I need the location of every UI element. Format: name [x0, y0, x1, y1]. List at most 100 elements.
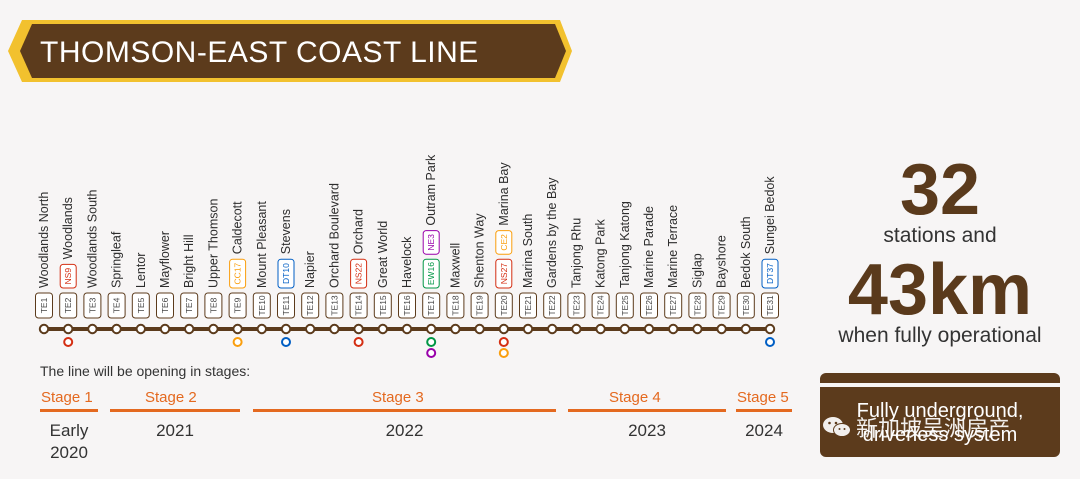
station-te19: TE19 Shenton Way — [470, 213, 489, 319]
station-code-box — [59, 292, 78, 319]
stage-1-label: Stage 1 — [41, 389, 93, 406]
transfer-code-box — [229, 258, 247, 289]
station-name: Woodlands — [61, 197, 75, 259]
station-code: TE11 — [281, 295, 291, 315]
stats-panel: 32 stations and 43km when fully operatio… — [810, 150, 1070, 348]
station-code-box — [180, 292, 199, 319]
station-te16: TE16 Havelock — [398, 236, 416, 319]
station-name: Woodlands North — [37, 192, 51, 288]
transfer-code: CC17 — [233, 262, 243, 284]
station-te2: TE2 NS9 Woodlands — [59, 197, 78, 319]
stages-intro: The line will be opening in stages: — [40, 363, 251, 379]
station-node — [643, 323, 655, 335]
interchange-marker — [232, 337, 243, 347]
station-code-box — [301, 292, 320, 319]
station-code-box — [83, 292, 102, 319]
station-code: TE28 — [692, 295, 702, 316]
station-code: TE6 — [160, 297, 170, 313]
station-name: Havelock — [400, 236, 414, 288]
station-te29: TE29 Bayshore — [712, 235, 731, 319]
underground-note-box: Fully underground, driverless system — [820, 373, 1060, 457]
station-code: TE20 — [499, 295, 509, 316]
station-node — [87, 323, 98, 335]
stage-2-bar — [110, 409, 240, 412]
station-node — [498, 323, 509, 335]
transfer-code-box — [350, 258, 368, 289]
station-code-box — [736, 292, 755, 319]
stage-2-label: Stage 2 — [145, 389, 197, 406]
station-name: Shenton Way — [473, 213, 487, 288]
station-code: TE17 — [426, 295, 436, 316]
station-code-box — [228, 292, 247, 319]
station-te4: TE4 Springleaf — [107, 231, 126, 319]
station-node — [571, 323, 582, 335]
station-code-box — [543, 292, 562, 319]
station-te15: TE15 Great World — [373, 221, 392, 319]
station-te18: TE18 Maxwell — [446, 243, 465, 319]
station-code: TE10 — [257, 295, 267, 316]
station-name: Orchard — [352, 209, 366, 254]
stage-5-bar — [736, 409, 792, 412]
stage-3-year: 2022 — [385, 421, 424, 440]
station-code-box — [422, 292, 441, 319]
line-length-label: when fully operational — [838, 324, 1042, 347]
station-node — [547, 323, 558, 335]
station-code: TE15 — [378, 295, 388, 316]
station-te3: TE3 Woodlands South — [83, 190, 102, 319]
transfer-code: NS22 — [354, 263, 364, 285]
station-code: TE4 — [112, 297, 122, 313]
station-node — [353, 323, 364, 335]
station-nodes — [38, 323, 776, 358]
station-node — [184, 323, 195, 335]
transfer-code-box — [422, 258, 440, 289]
station-code-box — [35, 292, 53, 319]
station-node — [668, 323, 679, 335]
station-node — [232, 323, 243, 335]
station-node — [619, 323, 630, 335]
station-code-box — [373, 292, 392, 319]
station-name: Sungei Bedok — [763, 176, 777, 255]
stage-2-year: 2021 — [156, 421, 194, 440]
station-node — [111, 323, 122, 335]
station-name: Bright Hill — [182, 235, 196, 289]
transfer-code: EW16 — [426, 262, 436, 285]
station-code-box — [567, 292, 586, 319]
station-te20: TE20 NS27 CE2 Marina Bay — [494, 162, 513, 319]
station-code-box — [761, 292, 779, 319]
interchange-marker — [498, 348, 509, 358]
station-count-label: stations and — [883, 224, 997, 247]
stage-1-year-line1: Early — [49, 421, 89, 440]
station-te14: TE14 NS22 Orchard — [349, 209, 368, 319]
station-name: Marina South — [521, 214, 535, 288]
station-code: TE31 — [765, 295, 775, 316]
station-te8: TE8 Upper Thomson — [204, 199, 223, 319]
station-code: TE5 — [136, 297, 146, 313]
interchange-marker — [426, 337, 437, 347]
station-code-box — [398, 292, 416, 319]
station-code: TE26 — [644, 295, 654, 316]
transfer-code-box — [761, 258, 779, 289]
station-code: TE1 — [39, 297, 49, 313]
station-name: Maxwell — [448, 243, 462, 288]
stage-3-bar — [253, 409, 556, 412]
station-te17: TE17 EW16 NE3 Outram Park — [422, 154, 441, 319]
station-name: Katong Park — [594, 218, 608, 288]
transfer-code: NS9 — [63, 268, 73, 285]
station-code: TE16 — [402, 295, 412, 316]
station-name: Caldecott — [231, 201, 245, 254]
station-name: Upper Thomson — [206, 199, 220, 288]
station-code: TE9 — [233, 297, 243, 313]
station-code-box — [494, 292, 513, 319]
stage-5-year: 2024 — [745, 421, 783, 440]
station-code-box — [664, 292, 683, 319]
station-code: TE30 — [741, 295, 751, 316]
stage-1-year: Early 2020 — [40, 420, 98, 464]
station-code-box — [712, 292, 731, 319]
watermark-text: 新加坡吴洲房产 — [856, 416, 1011, 441]
station-node — [450, 323, 461, 335]
station-te24: TE24 Katong Park — [591, 218, 610, 319]
station-code-box — [688, 292, 707, 319]
station-te27: TE27 Marine Terrace — [664, 205, 683, 319]
interchange-marker — [63, 337, 74, 347]
station-code: TE14 — [354, 295, 364, 316]
